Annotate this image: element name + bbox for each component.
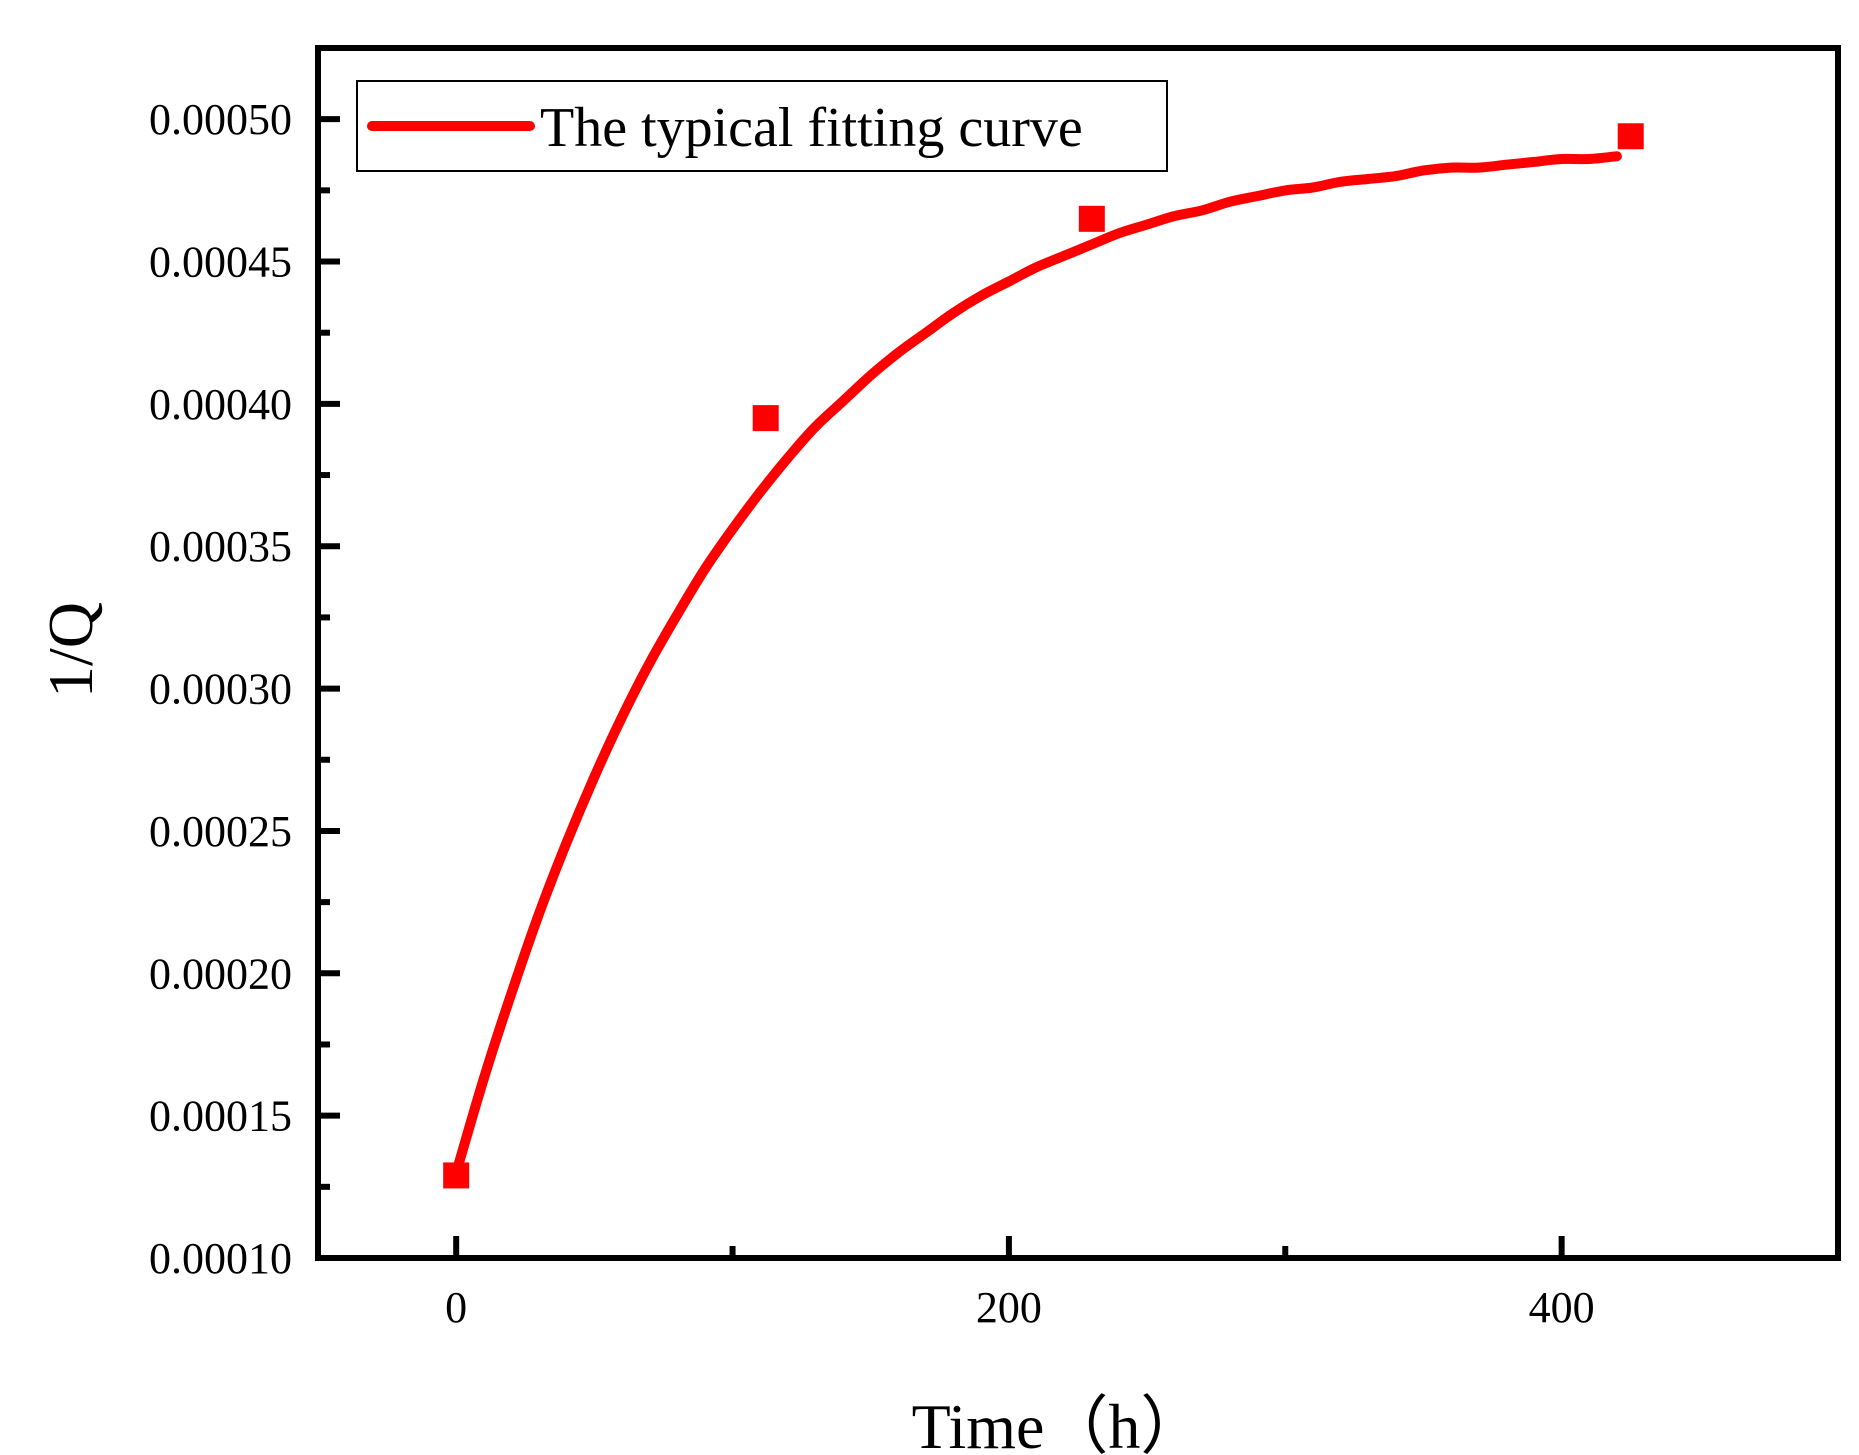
- y-tick-label: 0.00045: [149, 238, 292, 287]
- data-point-marker: [443, 1162, 470, 1189]
- y-tick-label: 0.00040: [149, 380, 292, 429]
- y-tick-label: 0.00050: [149, 95, 292, 144]
- y-tick-labels: 0.00010 0.00015 0.00020 0.00025 0.00030 0.000…: [149, 95, 292, 1283]
- data-point-marker: [1617, 123, 1644, 150]
- minor-ticks: [318, 187, 1289, 1258]
- x-axis-title: Time（h）: [912, 1391, 1205, 1455]
- x-tick-label: 0: [445, 1283, 467, 1332]
- plot-frame: [315, 45, 1841, 1261]
- data-point-markers: [443, 123, 1644, 1189]
- legend: The typical fitting curve: [356, 80, 1168, 172]
- fitting-curve-line: [451, 151, 1622, 1178]
- major-ticks: [318, 116, 1565, 1261]
- x-tick-label: 200: [976, 1283, 1042, 1332]
- y-tick-label: 0.00035: [149, 522, 292, 571]
- y-tick-label: 0.00010: [149, 1234, 292, 1283]
- y-tick-label: 0.00020: [149, 949, 292, 998]
- legend-label: The typical fitting curve: [540, 97, 1083, 159]
- y-axis-title: 1/Q: [35, 602, 106, 698]
- x-tick-labels: 0 200 400: [445, 1283, 1594, 1332]
- data-point-marker: [752, 405, 779, 432]
- y-tick-label: 0.00030: [149, 665, 292, 714]
- x-tick-label: 400: [1529, 1283, 1595, 1332]
- y-tick-label: 0.00025: [149, 807, 292, 856]
- data-point-marker: [1078, 205, 1105, 232]
- y-tick-label: 0.00015: [149, 1092, 292, 1141]
